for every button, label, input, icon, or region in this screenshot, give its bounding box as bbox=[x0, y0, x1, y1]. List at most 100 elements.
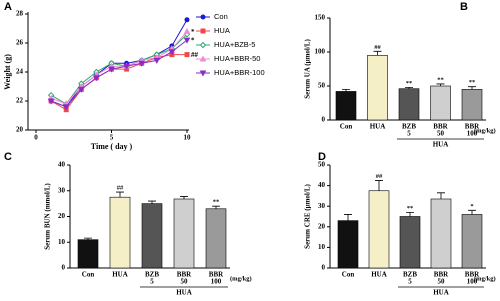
error-bar bbox=[437, 192, 445, 199]
bar bbox=[205, 208, 227, 269]
annotation: ** bbox=[437, 76, 444, 83]
series-line bbox=[50, 39, 188, 108]
x-tick-label: BBR bbox=[465, 123, 480, 131]
group-label: HUA bbox=[176, 289, 192, 297]
bar bbox=[141, 203, 163, 269]
x-tick-label: Con bbox=[342, 271, 355, 279]
x-tick-label: Con bbox=[82, 271, 95, 279]
annotation: ## bbox=[191, 51, 199, 59]
y-tick-label: 10 bbox=[58, 238, 66, 246]
marker bbox=[183, 27, 191, 34]
x-tick-label: BBR bbox=[433, 123, 448, 131]
bar bbox=[399, 216, 421, 269]
legend-label: HUA+BBR-100 bbox=[214, 68, 265, 77]
y-tick-label: 0 bbox=[322, 264, 326, 272]
y-tick-label: 28 bbox=[16, 10, 24, 18]
legend-label: HUA+BBR-50 bbox=[214, 54, 260, 63]
x-tick-label: 10 bbox=[184, 134, 192, 142]
x-tick-label: BZB bbox=[145, 271, 159, 279]
y-tick-label: 0 bbox=[62, 264, 66, 272]
marker bbox=[199, 70, 207, 77]
x-axis-title: Time ( day ) bbox=[91, 142, 133, 151]
annotation: * bbox=[191, 28, 195, 36]
bar bbox=[335, 91, 357, 121]
marker bbox=[108, 66, 115, 73]
marker bbox=[168, 49, 176, 56]
series-line bbox=[50, 33, 188, 105]
y-axis-title: Serum CRE (μmol/L) bbox=[304, 184, 312, 249]
marker bbox=[153, 57, 161, 64]
x-tick-label: BZB bbox=[402, 123, 416, 131]
error-bar bbox=[180, 196, 188, 199]
marker bbox=[123, 63, 130, 70]
error-bar bbox=[373, 50, 382, 56]
panel-label: B bbox=[460, 1, 468, 13]
bar bbox=[367, 55, 388, 121]
marker bbox=[199, 55, 207, 62]
series-line bbox=[50, 31, 188, 105]
bar bbox=[461, 89, 483, 121]
x-tick-label: Con bbox=[340, 123, 353, 131]
y-axis-title: Serum UA (μmol/L) bbox=[304, 39, 312, 99]
y-tick-label: 0 bbox=[322, 116, 326, 124]
error-bar bbox=[468, 86, 476, 90]
y-tick-label: 22 bbox=[16, 97, 24, 105]
bar bbox=[398, 88, 420, 121]
y-tick-label: 40 bbox=[58, 161, 66, 169]
error-bar bbox=[212, 205, 220, 209]
panel-label: D bbox=[318, 151, 326, 163]
annotation: * bbox=[470, 203, 473, 210]
marker bbox=[184, 17, 190, 23]
x-tick-sublabel: 50 bbox=[438, 278, 446, 286]
bar bbox=[337, 220, 359, 269]
y-tick-label: 50 bbox=[318, 161, 326, 169]
x-tick-label: HUA bbox=[371, 271, 387, 279]
unit-label: (mg/kg) bbox=[474, 275, 496, 282]
y-tick-label: 20 bbox=[318, 222, 326, 230]
marker bbox=[93, 75, 100, 82]
y-tick-label: 50 bbox=[318, 82, 326, 90]
x-tick-label: BBR bbox=[434, 271, 449, 279]
y-tick-label: 150 bbox=[315, 14, 326, 22]
bar bbox=[430, 85, 451, 121]
y-tick-label: 30 bbox=[58, 186, 66, 194]
x-tick-label: HUA bbox=[112, 271, 128, 279]
error-bar bbox=[148, 200, 156, 204]
annotation: ## bbox=[374, 44, 381, 51]
group-label: HUA bbox=[433, 289, 449, 297]
bar bbox=[368, 190, 390, 269]
marker bbox=[200, 14, 206, 20]
error-bar bbox=[342, 89, 350, 92]
y-tick-label: 20 bbox=[58, 212, 66, 220]
error-bar bbox=[405, 86, 413, 89]
x-tick-label: BBR bbox=[177, 271, 192, 279]
marker bbox=[47, 98, 55, 105]
marker bbox=[62, 104, 70, 111]
y-tick-label: 30 bbox=[318, 202, 326, 210]
unit-label: (mg/kg) bbox=[230, 275, 252, 282]
x-tick-label: HUA bbox=[370, 123, 386, 131]
y-tick-label: 26 bbox=[16, 39, 24, 47]
error-bar bbox=[406, 211, 414, 217]
legend-label: HUA+BZB-5 bbox=[214, 40, 255, 49]
annotation: ** bbox=[469, 79, 476, 86]
group-label: HUA bbox=[433, 141, 449, 149]
x-tick-label: BBR bbox=[209, 271, 224, 279]
marker bbox=[77, 86, 85, 93]
error-bar bbox=[436, 83, 445, 86]
bar bbox=[173, 198, 195, 269]
legend-label: Con bbox=[214, 12, 228, 21]
annotation: * bbox=[191, 37, 195, 45]
y-tick-label: 24 bbox=[16, 68, 24, 76]
x-tick-sublabel: 50 bbox=[437, 130, 445, 138]
legend-label: HUA bbox=[214, 26, 230, 35]
x-tick-sublabel: 100 bbox=[467, 278, 478, 286]
annotation: ## bbox=[376, 173, 383, 180]
x-tick-label: BBR bbox=[465, 271, 480, 279]
annotation: ** bbox=[407, 205, 414, 212]
series-line bbox=[50, 19, 188, 108]
x-tick-label: 5 bbox=[110, 134, 114, 142]
annotation: ** bbox=[213, 199, 220, 206]
panel-label: A bbox=[4, 1, 12, 13]
